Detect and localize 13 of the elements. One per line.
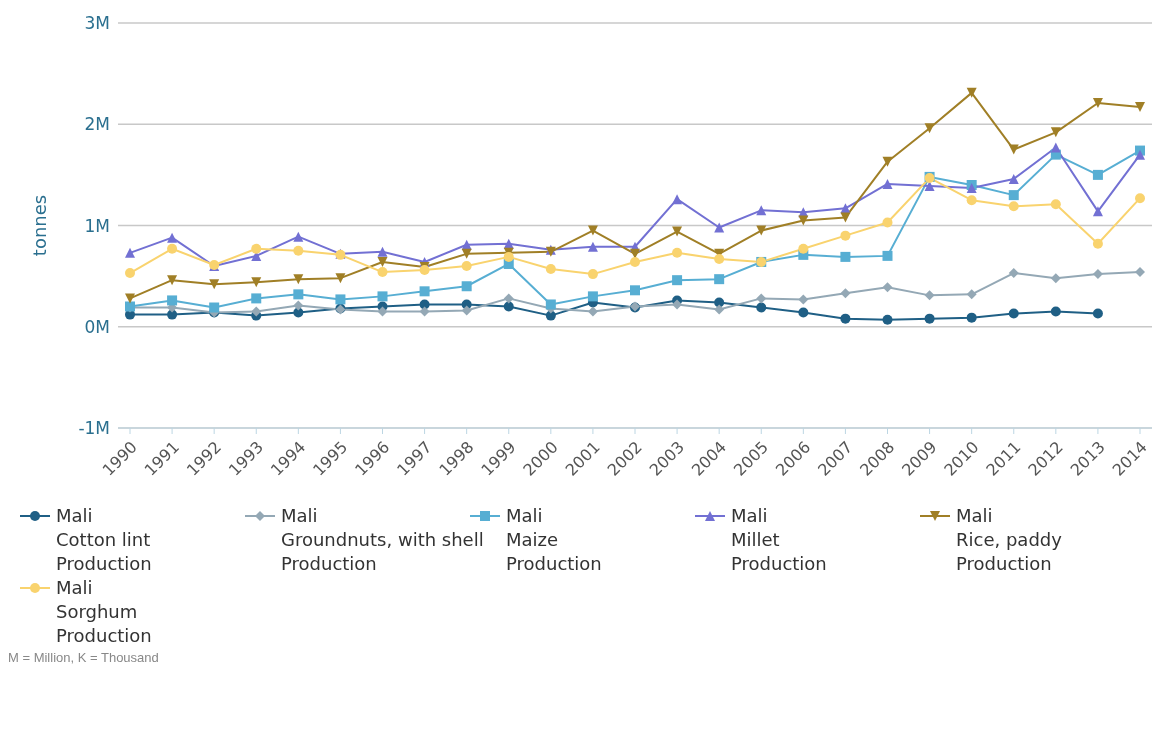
- y-tick-label: 1M: [84, 215, 110, 236]
- y-axis-title: tonnes: [29, 194, 51, 257]
- legend-label: Mali Maize Production: [506, 504, 602, 576]
- legend-label: Mali Millet Production: [731, 504, 827, 576]
- y-tick-label: 3M: [84, 13, 110, 34]
- legend-label: Mali Rice, paddy Production: [956, 504, 1062, 576]
- y-tick-label: -1M: [78, 418, 110, 439]
- y-tick-label: 0M: [84, 316, 110, 337]
- legend-label: Mali Cotton lint Production: [56, 504, 152, 576]
- legend-label: Mali Sorghum Production: [56, 576, 152, 648]
- text: M = Million, K = Thousand: [8, 650, 160, 665]
- y-tick-label: 2M: [84, 114, 110, 135]
- legend-label: Mali Groundnuts, with shell Production: [281, 504, 484, 576]
